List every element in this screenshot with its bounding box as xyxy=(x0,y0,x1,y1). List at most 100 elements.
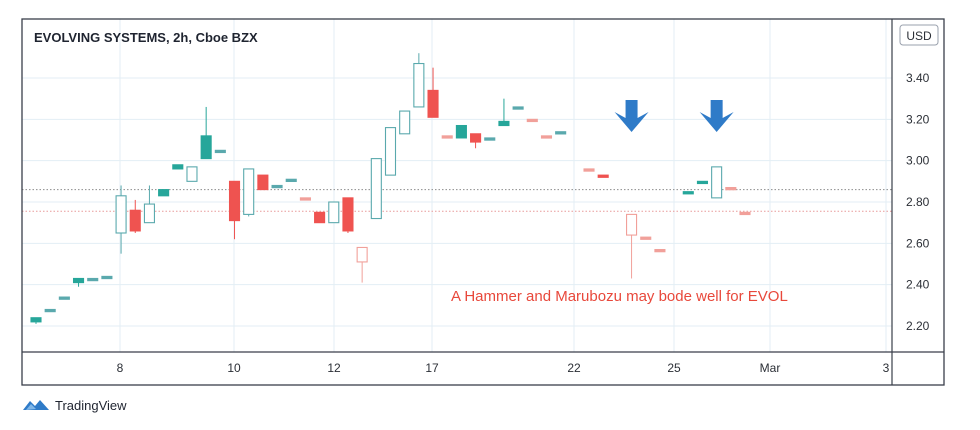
currency-unit-box[interactable]: USD xyxy=(899,24,939,46)
candle xyxy=(512,106,524,110)
y-tick-label: 3.20 xyxy=(906,112,930,126)
x-tick-label: 10 xyxy=(227,361,241,375)
x-tick-label: 22 xyxy=(567,361,581,375)
candle-body xyxy=(228,180,241,222)
candle-body xyxy=(172,164,184,170)
candle-body xyxy=(214,149,226,154)
candle-body xyxy=(186,166,198,182)
grid-layer xyxy=(22,19,892,352)
candle-body xyxy=(441,135,453,139)
candle-body xyxy=(101,275,113,280)
candle xyxy=(711,166,723,199)
candle-body xyxy=(711,166,723,199)
candle-body xyxy=(129,209,141,232)
candle-body xyxy=(682,191,694,195)
candle xyxy=(342,197,354,233)
candle xyxy=(526,118,538,123)
candle-body xyxy=(87,277,99,282)
candle-body xyxy=(512,106,524,110)
x-tick-label: 3 xyxy=(883,361,890,375)
y-tick-label: 2.80 xyxy=(906,195,930,209)
candle xyxy=(271,184,283,189)
candle-body xyxy=(399,110,411,135)
candle-body xyxy=(58,296,70,300)
candle-body xyxy=(30,317,42,323)
candle xyxy=(682,191,694,195)
candle-body xyxy=(725,186,737,191)
candle-body xyxy=(413,62,425,108)
x-tick-label: 8 xyxy=(117,361,124,375)
plot-frame xyxy=(21,18,945,386)
candle xyxy=(243,168,255,217)
candle-body xyxy=(739,211,751,216)
candle-body xyxy=(470,133,482,143)
candle-body xyxy=(626,213,638,236)
candle-body xyxy=(271,184,283,189)
y-tick-label: 3.40 xyxy=(906,71,930,85)
candle-body xyxy=(696,180,709,185)
y-axis-ticks: 2.20 2.40 2.60 2.80 3.00 3.20 3.40 xyxy=(906,71,930,333)
candle xyxy=(200,106,212,160)
brand-name: TradingView xyxy=(55,397,127,413)
candle-body xyxy=(370,158,382,220)
candle xyxy=(484,137,496,141)
candle xyxy=(739,211,751,216)
y-tick-label: 2.20 xyxy=(906,319,930,333)
x-tick-label: 17 xyxy=(425,361,439,375)
down-arrow-icon xyxy=(614,100,649,132)
y-tick-label: 2.60 xyxy=(906,236,930,250)
chart-annotation: A Hammer and Marubozu may bode well for … xyxy=(451,288,788,305)
candle-body xyxy=(72,277,85,284)
candle xyxy=(115,185,127,254)
candle xyxy=(299,197,311,201)
candles xyxy=(30,53,751,324)
tradingview-brand[interactable]: TradingView xyxy=(22,397,127,413)
candle-body xyxy=(555,131,567,135)
candle xyxy=(172,164,184,170)
y-tick-label: 2.40 xyxy=(906,278,930,292)
candle-body xyxy=(314,211,326,224)
candle-body xyxy=(342,197,354,232)
candle xyxy=(384,127,397,176)
candle xyxy=(470,133,482,149)
candle xyxy=(72,277,85,287)
candle-body xyxy=(654,248,666,253)
candle xyxy=(101,275,113,280)
x-tick-label: Mar xyxy=(760,361,781,375)
x-axis-ticks: 8 10 12 17 22 25 Mar 3 xyxy=(117,361,890,375)
candle xyxy=(214,149,226,154)
candle-body xyxy=(640,236,652,240)
candle-body xyxy=(498,120,510,127)
candle-body xyxy=(257,174,269,191)
candle xyxy=(58,296,70,300)
candle xyxy=(129,199,141,233)
candle-body xyxy=(285,178,297,183)
candle-body xyxy=(356,246,368,263)
candle xyxy=(583,168,595,172)
candle xyxy=(498,98,510,127)
tradingview-logo-icon xyxy=(23,400,49,410)
arrows xyxy=(614,100,734,132)
currency-unit: USD xyxy=(906,29,932,43)
candle xyxy=(285,178,297,183)
candle-body xyxy=(427,89,439,118)
candle-body xyxy=(384,127,397,176)
candle xyxy=(626,213,638,279)
candle xyxy=(356,246,368,283)
candle xyxy=(427,67,439,118)
candle xyxy=(640,236,652,240)
candle-body xyxy=(583,168,595,172)
candle xyxy=(370,158,382,220)
x-tick-label: 25 xyxy=(667,361,681,375)
candle-body xyxy=(200,135,212,160)
y-tick-label: 3.00 xyxy=(906,154,930,168)
candle xyxy=(654,248,666,253)
candle-body xyxy=(455,124,467,139)
candle xyxy=(314,211,326,224)
candle xyxy=(158,189,170,197)
candle xyxy=(540,135,553,139)
candle-body xyxy=(243,168,255,215)
candle-body xyxy=(597,174,609,178)
candle xyxy=(441,135,453,139)
